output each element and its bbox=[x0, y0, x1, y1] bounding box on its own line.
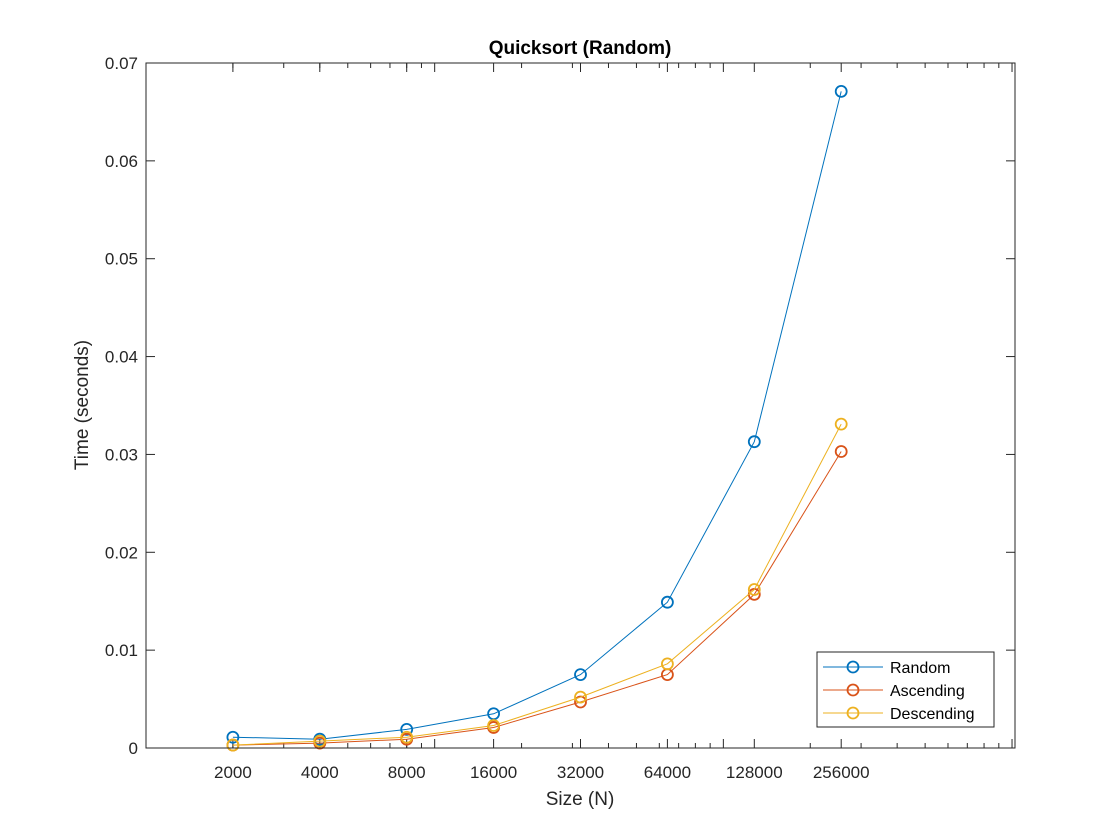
x-tick-label: 16000 bbox=[470, 763, 517, 782]
legend-label-descending: Descending bbox=[890, 706, 975, 723]
data-point-descending bbox=[226, 738, 240, 752]
x-tick-label: 64000 bbox=[644, 763, 691, 782]
data-point-descending bbox=[834, 417, 848, 431]
data-point-descending bbox=[487, 719, 501, 732]
y-axis-ticks: 0 0.01 0.02 0.03 0.04 0.05 0.06 0.07 bbox=[105, 54, 1015, 758]
plot-area bbox=[146, 63, 1015, 748]
x-tick-label: 256000 bbox=[813, 763, 870, 782]
y-tick-label: 0 bbox=[129, 739, 138, 758]
x-tick-label: 32000 bbox=[557, 763, 604, 782]
data-point-random bbox=[400, 723, 414, 736]
x-axis-ticks: 2000 4000 8000 16000 32000 64000 128000 256000 bbox=[145, 63, 1013, 782]
y-tick-label: 0.01 bbox=[105, 641, 138, 660]
data-point-descending bbox=[313, 734, 327, 748]
legend-marker-descending bbox=[846, 706, 860, 720]
data-point-random bbox=[747, 435, 761, 449]
data-point-ascending bbox=[574, 695, 587, 709]
x-tick-label: 128000 bbox=[726, 763, 783, 782]
series-layer bbox=[226, 84, 848, 752]
data-point-descending bbox=[661, 657, 674, 671]
data-point-descending bbox=[574, 690, 587, 704]
x-tick-label: 8000 bbox=[388, 763, 426, 782]
y-tick-label: 0.06 bbox=[105, 152, 138, 171]
y-tick-label: 0.03 bbox=[105, 445, 138, 464]
y-tick-label: 0.04 bbox=[105, 348, 138, 367]
data-point-descending bbox=[747, 583, 761, 596]
data-point-random bbox=[574, 668, 587, 682]
data-point-ascending bbox=[834, 445, 848, 458]
x-tick-label: 4000 bbox=[301, 763, 339, 782]
axes-box bbox=[145, 62, 1016, 749]
legend: Random Ascending Descending bbox=[816, 651, 995, 728]
series-line-random bbox=[232, 91, 842, 740]
data-point-descending bbox=[400, 730, 414, 744]
x-tick-label: 2000 bbox=[214, 763, 252, 782]
y-tick-label: 0.05 bbox=[105, 250, 138, 269]
data-point-random bbox=[226, 730, 240, 744]
legend-label-ascending: Ascending bbox=[890, 683, 965, 700]
data-point-random bbox=[834, 84, 848, 98]
chart-title: Quicksort (Random) bbox=[489, 38, 672, 59]
data-point-random bbox=[661, 595, 674, 609]
y-tick-label: 0.02 bbox=[105, 543, 138, 562]
series-line-ascending bbox=[232, 451, 842, 746]
legend-marker-ascending bbox=[846, 683, 860, 697]
y-tick-label: 0.07 bbox=[105, 54, 138, 73]
series-line-descending bbox=[232, 423, 842, 746]
legend-label-random: Random bbox=[890, 660, 950, 677]
x-axis-label: Size (N) bbox=[546, 789, 615, 810]
y-axis-label: Time (seconds) bbox=[72, 340, 93, 470]
legend-marker-random bbox=[846, 660, 860, 674]
